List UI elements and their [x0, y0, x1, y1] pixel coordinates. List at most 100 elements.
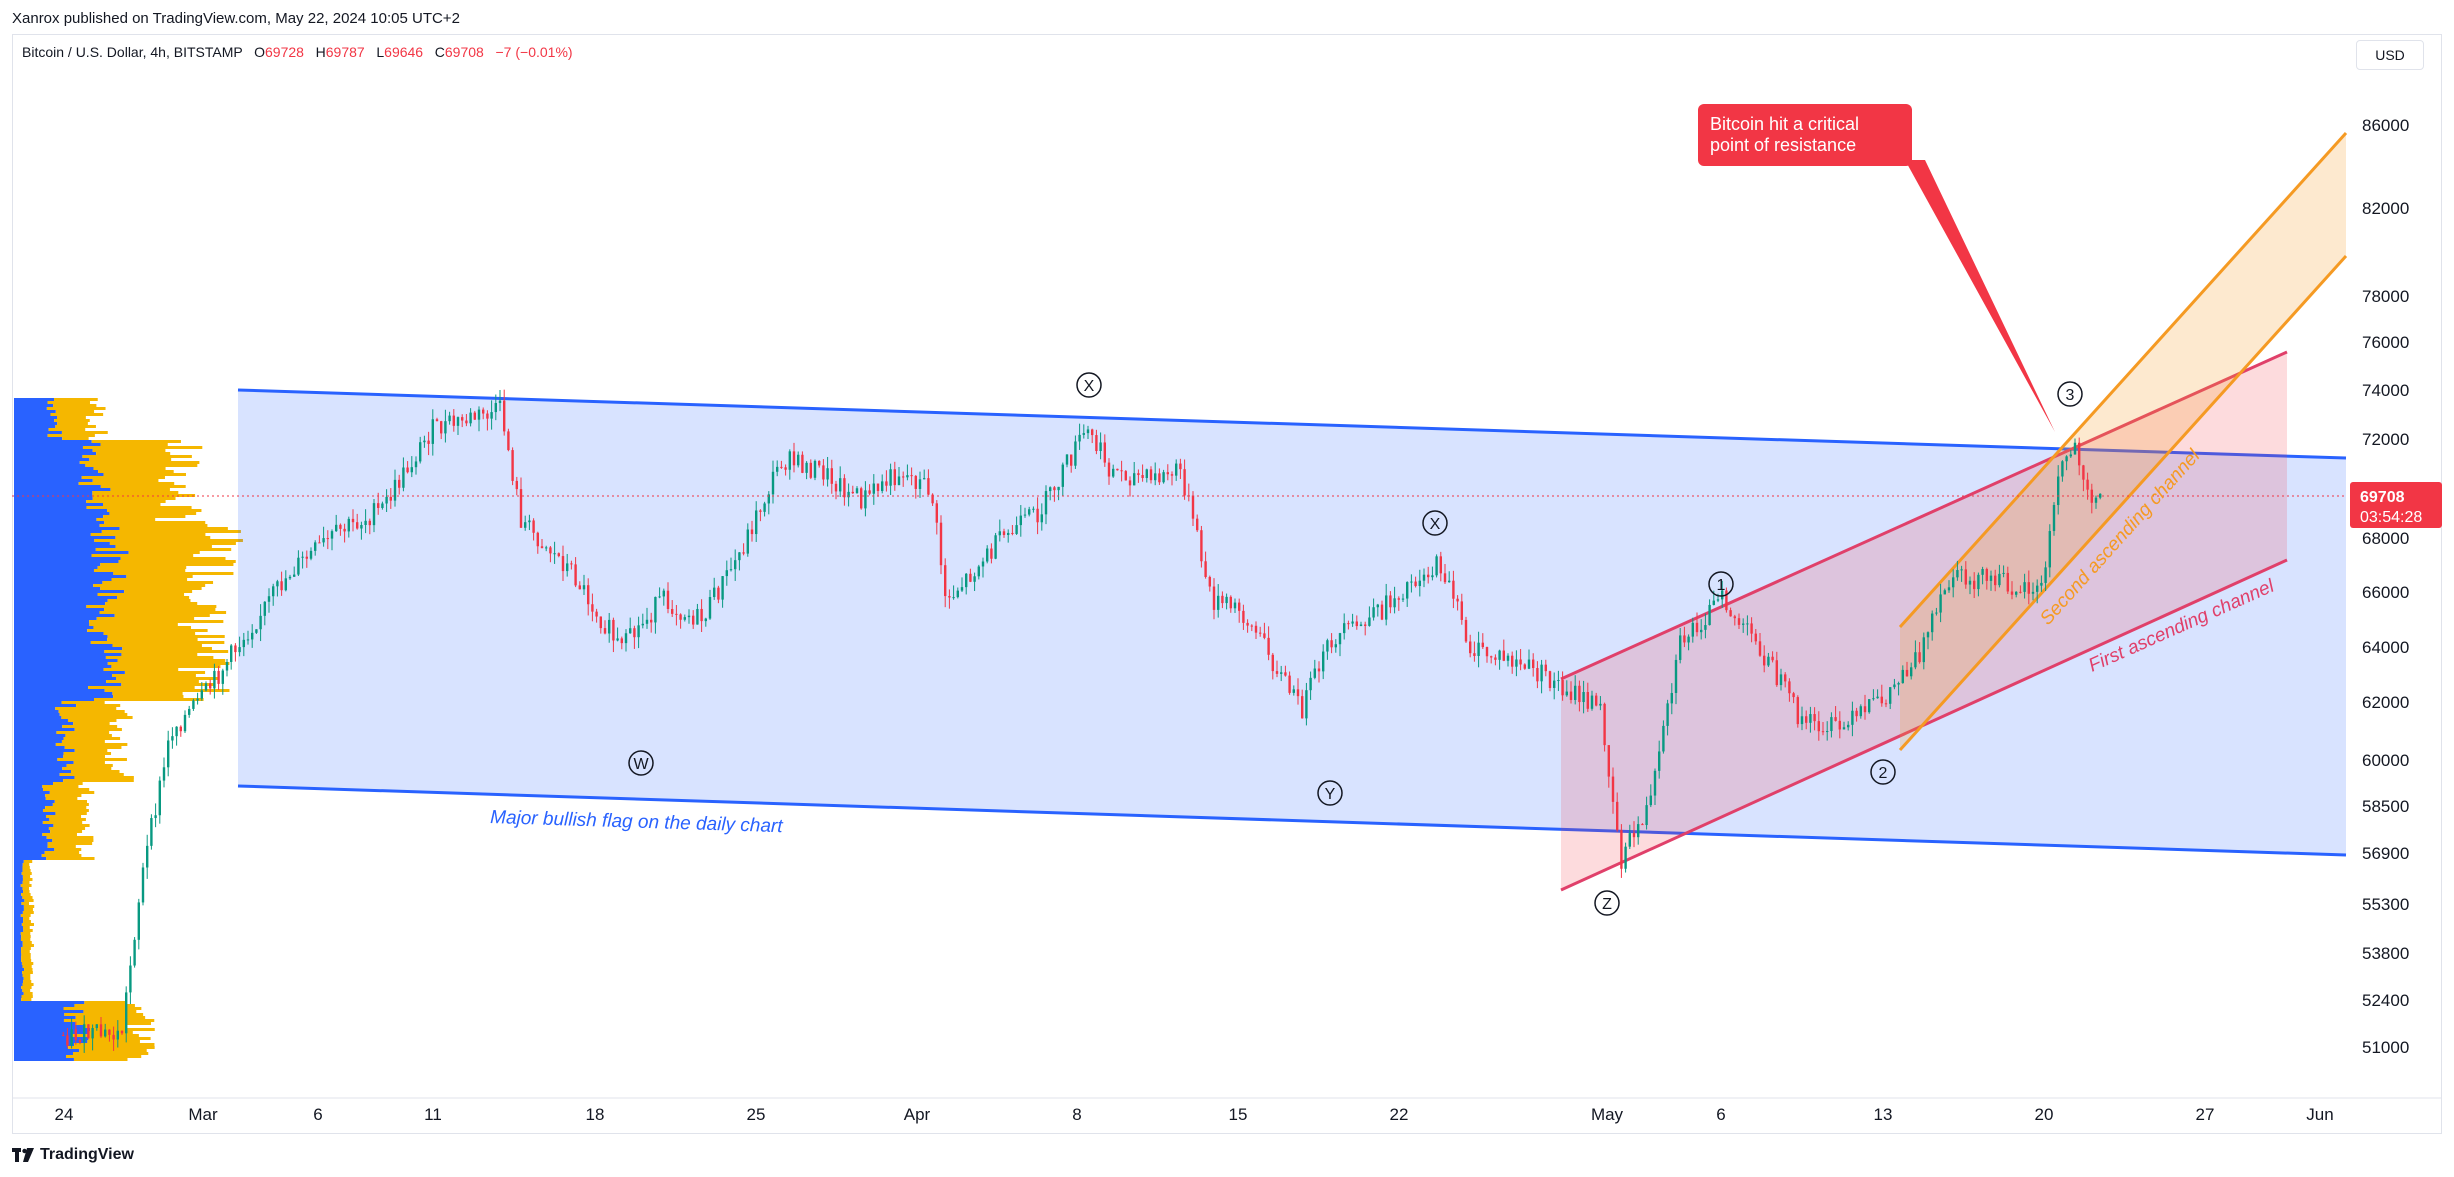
- candle-body: [612, 619, 615, 641]
- candle-body: [150, 818, 153, 846]
- volume-profile-bar-up: [14, 521, 105, 524]
- candle-body: [1284, 672, 1287, 676]
- volume-profile-bar-up: [14, 524, 100, 527]
- volume-profile-bar-up: [14, 785, 43, 788]
- candle-body: [843, 478, 846, 498]
- volume-profile-bar-up: [14, 896, 23, 899]
- volume-profile-bar-down: [114, 614, 210, 617]
- candle-body: [301, 556, 304, 558]
- time-tick: 25: [747, 1105, 766, 1124]
- candle-body: [1637, 824, 1640, 838]
- candle-body: [1473, 653, 1476, 656]
- candle-body: [1847, 724, 1850, 728]
- candle-body: [1527, 659, 1531, 669]
- volume-profile-bar-up: [14, 827, 49, 830]
- volume-profile-bar-down: [107, 599, 191, 602]
- candle-body: [1889, 687, 1892, 704]
- volume-profile-bar-down: [92, 479, 159, 482]
- volume-profile-bar-down: [118, 560, 236, 563]
- volume-profile-bar-up: [14, 902, 22, 905]
- candle-body: [1456, 598, 1459, 602]
- candle-body: [1490, 656, 1493, 658]
- volume-profile-bar-up: [14, 839, 53, 842]
- volume-profile-bar-down: [46, 407, 106, 410]
- candle-body: [1905, 669, 1909, 677]
- candle-body: [1372, 607, 1375, 618]
- candle-body: [255, 629, 258, 633]
- volume-profile-bar-down: [94, 698, 204, 701]
- candle-body: [2048, 531, 2051, 568]
- volume-profile-bar-down: [22, 878, 33, 881]
- candle-body: [1515, 659, 1518, 667]
- volume-profile-bar-up: [14, 467, 94, 470]
- candle-body: [1410, 581, 1413, 583]
- candle-body: [1557, 680, 1560, 682]
- volume-profile-bar-down: [73, 722, 110, 725]
- volume-profile-bar-down: [72, 1052, 149, 1055]
- volume-profile-bar-up: [14, 1019, 64, 1022]
- candle-body: [2040, 582, 2043, 586]
- candle-body: [1334, 644, 1337, 648]
- candle-body: [1784, 674, 1787, 682]
- candle-body: [1842, 727, 1846, 730]
- price-tick: 60000: [2362, 751, 2409, 770]
- price-axis[interactable]: 86000 82000 78000 76000 74000 72000 68000 66000…: [2362, 116, 2409, 1057]
- candle-body: [2010, 591, 2014, 595]
- change-value: −7 (−0.01%): [495, 44, 573, 60]
- candle-body: [1070, 454, 1073, 466]
- candle-body: [965, 573, 968, 588]
- candle-body: [797, 454, 800, 466]
- candle-body: [1103, 442, 1106, 463]
- candle-body: [822, 465, 825, 480]
- candle-body: [1095, 435, 1098, 452]
- candle-body: [1603, 703, 1606, 746]
- time-axis[interactable]: 24 Mar 6 11 18 25 Apr 8 15 22 May 6 13 20 27 Jun: [55, 1105, 2334, 1124]
- time-tick: 15: [1229, 1105, 1248, 1124]
- candle-body: [792, 451, 796, 466]
- volume-profile-bar-down: [101, 530, 241, 533]
- volume-profile-bar-down: [104, 650, 229, 653]
- candle-body: [141, 867, 145, 903]
- candle-body: [1821, 731, 1825, 733]
- candle-body: [1775, 660, 1778, 686]
- candle-body: [818, 460, 821, 466]
- candle-body: [2015, 591, 2018, 595]
- second-channel-upper[interactable]: [1898, 131, 2348, 629]
- candle-body: [196, 698, 199, 701]
- volume-profile-bar-down: [93, 467, 166, 470]
- candle-body: [750, 529, 754, 535]
- candle-body: [939, 522, 943, 566]
- price-tick: 74000: [2362, 381, 2409, 400]
- candle-body: [1687, 636, 1690, 643]
- candle-body: [1536, 668, 1539, 682]
- volume-profile-bar-down: [68, 1046, 155, 1049]
- volume-profile-bar-down: [97, 566, 187, 569]
- volume-profile-bar-up: [14, 884, 21, 887]
- candle-body: [1960, 569, 1963, 571]
- flag-upper-line[interactable]: [237, 388, 2347, 460]
- second-channel-lower[interactable]: [1898, 254, 2348, 752]
- first-channel-upper[interactable]: [1560, 350, 2288, 681]
- callout-text-line2: point of resistance: [1710, 135, 1856, 155]
- volume-profile-bar-up: [14, 455, 83, 458]
- volume-profile-bar-up: [14, 416, 58, 419]
- volume-profile-bar-up: [14, 779, 64, 782]
- volume-profile-bar-up: [14, 488, 111, 491]
- volume-profile-bar-down: [70, 770, 120, 773]
- callout-box[interactable]: [1698, 104, 1912, 166]
- volume-profile-bar-down: [61, 740, 105, 743]
- volume-profile-bar-up: [14, 866, 23, 869]
- volume-profile-bar-down: [53, 404, 97, 407]
- volume-profile-bar-down: [45, 797, 78, 800]
- volume-profile-bar-up: [14, 848, 55, 851]
- candle-body: [1985, 569, 1988, 581]
- candle-body: [175, 726, 178, 737]
- volume-profile-bar-down: [22, 866, 30, 869]
- volume-profile-bar-up: [14, 659, 118, 662]
- chart-pane[interactable]: [12, 34, 2442, 1134]
- flag-lower-line[interactable]: [237, 784, 2347, 857]
- volume-profile-bar-up: [14, 692, 113, 695]
- currency-selector[interactable]: USD: [2356, 40, 2424, 70]
- candle-body: [246, 639, 250, 641]
- candle-body: [1578, 685, 1581, 703]
